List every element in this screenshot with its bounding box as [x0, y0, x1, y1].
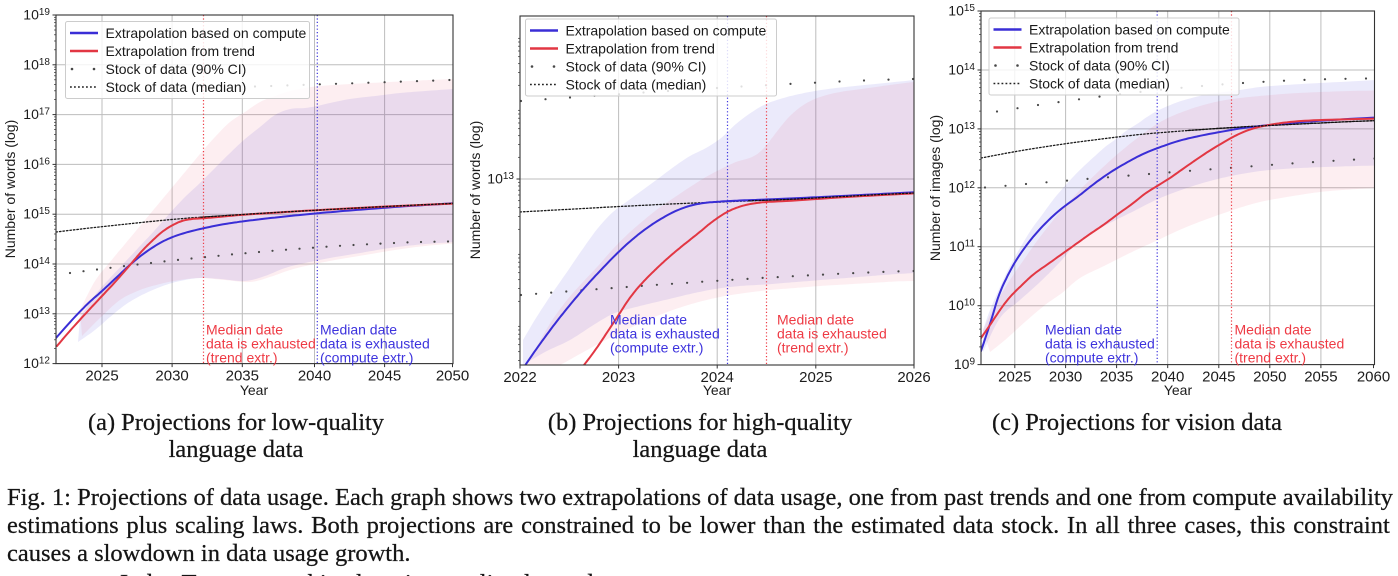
svg-text:2030: 2030: [1049, 369, 1082, 386]
svg-text:1014: 1014: [948, 61, 975, 77]
svg-text:data is exhausted: data is exhausted: [206, 336, 316, 352]
svg-text:Extrapolation from trend: Extrapolation from trend: [566, 41, 715, 57]
svg-text:Stock of data (90% CI): Stock of data (90% CI): [106, 61, 247, 77]
svg-text:data is exhausted: data is exhausted: [320, 336, 430, 352]
svg-text:2025: 2025: [799, 369, 832, 386]
svg-text:data is exhausted: data is exhausted: [1235, 336, 1345, 352]
svg-text:Extrapolation from trend: Extrapolation from trend: [106, 43, 255, 59]
svg-text:1019: 1019: [23, 7, 50, 23]
svg-text:Median date: Median date: [1045, 322, 1122, 338]
svg-text:1010: 1010: [948, 297, 975, 313]
svg-text:(compute extr.): (compute extr.): [320, 350, 413, 366]
svg-text:1016: 1016: [23, 156, 50, 172]
svg-text:1013: 1013: [23, 305, 50, 321]
svg-text:Stock of data (median): Stock of data (median): [1029, 76, 1170, 92]
svg-text:1017: 1017: [23, 106, 50, 122]
svg-text:(trend extr.): (trend extr.): [206, 350, 278, 366]
svg-text:Median date: Median date: [777, 312, 854, 328]
svg-text:2025: 2025: [85, 368, 118, 385]
svg-text:Number of images (log): Number of images (log): [927, 115, 943, 261]
svg-text:1018: 1018: [23, 56, 50, 72]
svg-text:1012: 1012: [948, 179, 975, 195]
svg-text:data is exhausted: data is exhausted: [610, 326, 720, 342]
svg-text:109: 109: [954, 356, 976, 372]
svg-text:2040: 2040: [1151, 369, 1184, 386]
svg-text:1012: 1012: [23, 355, 50, 371]
svg-text:data is exhausted: data is exhausted: [1045, 336, 1155, 352]
svg-text:1013: 1013: [948, 120, 975, 136]
svg-text:2045: 2045: [1202, 369, 1235, 386]
svg-text:Stock of data (median): Stock of data (median): [566, 77, 707, 93]
svg-text:2050: 2050: [1253, 369, 1286, 386]
svg-text:2030: 2030: [155, 368, 188, 385]
svg-text:data is exhausted: data is exhausted: [777, 326, 887, 342]
svg-text:2035: 2035: [1100, 369, 1133, 386]
svg-text:2040: 2040: [298, 368, 331, 385]
svg-text:2055: 2055: [1304, 369, 1337, 386]
svg-text:Median date: Median date: [206, 322, 283, 338]
svg-text:Extrapolation based on compute: Extrapolation based on compute: [106, 25, 307, 41]
svg-text:1015: 1015: [948, 3, 975, 19]
svg-text:1014: 1014: [23, 256, 50, 272]
svg-text:Stock of data (90% CI): Stock of data (90% CI): [1029, 58, 1170, 74]
svg-text:2023: 2023: [602, 369, 635, 386]
svg-text:Extrapolation from trend: Extrapolation from trend: [1029, 40, 1178, 56]
svg-text:2060: 2060: [1357, 369, 1390, 386]
svg-text:(compute extr.): (compute extr.): [1045, 350, 1138, 366]
svg-text:(trend extr.): (trend extr.): [1235, 350, 1307, 366]
svg-text:Extrapolation based on compute: Extrapolation based on compute: [566, 23, 767, 39]
svg-text:Median date: Median date: [320, 322, 397, 338]
svg-text:Number of words (log): Number of words (log): [2, 120, 18, 259]
svg-text:2024: 2024: [701, 369, 734, 386]
svg-text:(trend extr.): (trend extr.): [777, 340, 849, 356]
svg-text:2045: 2045: [368, 368, 401, 385]
svg-text:Median date: Median date: [1235, 322, 1312, 338]
svg-text:Number of words (log): Number of words (log): [467, 121, 483, 260]
svg-text:2050: 2050: [436, 368, 469, 385]
svg-text:2025: 2025: [998, 369, 1031, 386]
svg-text:1015: 1015: [23, 206, 50, 222]
svg-text:2035: 2035: [226, 368, 259, 385]
svg-text:(compute extr.): (compute extr.): [610, 340, 703, 356]
svg-text:Year: Year: [240, 382, 269, 398]
svg-text:2022: 2022: [503, 369, 536, 386]
svg-text:1011: 1011: [949, 238, 975, 254]
svg-text:2026: 2026: [897, 369, 930, 386]
svg-text:Extrapolation based on compute: Extrapolation based on compute: [1029, 22, 1230, 38]
svg-text:Year: Year: [1164, 382, 1193, 398]
svg-text:Stock of data (median): Stock of data (median): [106, 79, 247, 95]
svg-text:Stock of data (90% CI): Stock of data (90% CI): [566, 59, 707, 75]
svg-text:Median date: Median date: [610, 312, 687, 328]
svg-text:1013: 1013: [487, 171, 514, 187]
svg-text:Year: Year: [703, 382, 732, 398]
